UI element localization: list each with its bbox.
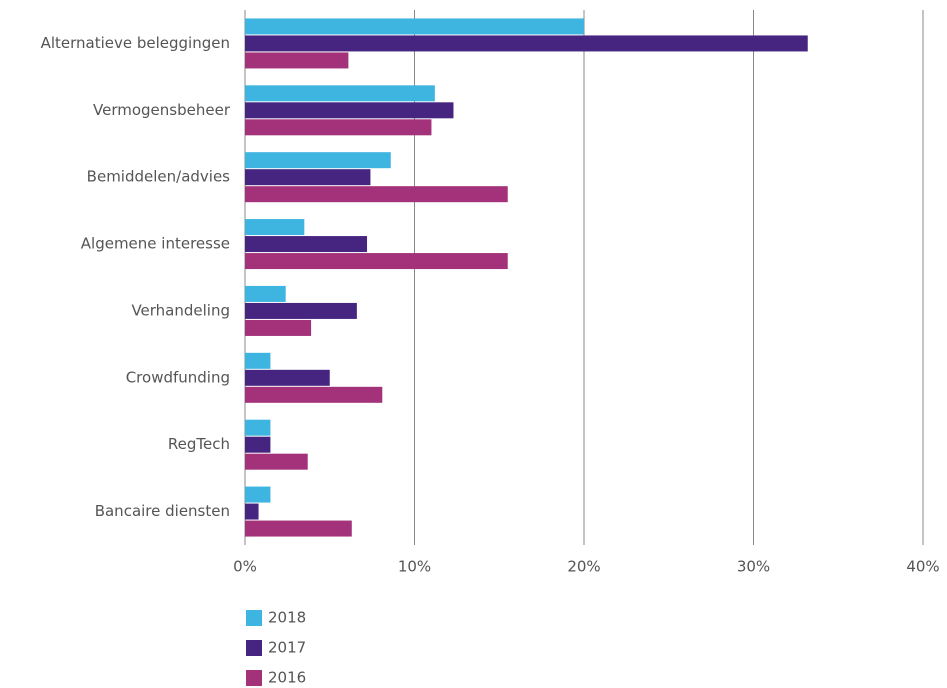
bar (245, 503, 259, 520)
legend-label: 2018 (268, 609, 306, 627)
bar (245, 35, 808, 52)
x-tick-label: 40% (906, 558, 939, 576)
y-tick-label: Alternatieve beleggingen (41, 34, 230, 52)
bar (245, 85, 435, 102)
bar (245, 453, 308, 470)
x-tick-label: 0% (233, 558, 257, 576)
x-tick-label: 20% (567, 558, 600, 576)
bar (245, 436, 271, 453)
x-tick-label: 10% (398, 558, 431, 576)
bar (245, 18, 584, 35)
legend-label: 2016 (268, 669, 306, 687)
bar (245, 52, 349, 69)
bar (245, 102, 454, 119)
bar (245, 520, 352, 537)
bar (245, 302, 357, 319)
bar (245, 236, 368, 253)
legend-swatch (246, 610, 262, 626)
bar (245, 369, 330, 386)
bar (245, 253, 508, 270)
bar (245, 152, 391, 169)
bar (245, 419, 271, 436)
y-tick-label: Bemiddelen/advies (87, 168, 231, 186)
y-tick-label: Algemene interesse (81, 235, 230, 253)
legend-swatch (246, 640, 262, 656)
bar (245, 186, 508, 203)
y-tick-label: Bancaire diensten (95, 502, 230, 520)
y-tick-label: Vermogensbeheer (93, 101, 231, 119)
y-tick-label: RegTech (168, 435, 230, 453)
legend-swatch (246, 670, 262, 686)
bar (245, 486, 271, 503)
bar (245, 386, 383, 403)
bar (245, 319, 312, 336)
legend-label: 2017 (268, 639, 306, 657)
x-tick-label: 30% (737, 558, 770, 576)
bar (245, 352, 271, 369)
bar (245, 219, 305, 236)
bar (245, 285, 286, 302)
bar (245, 169, 371, 186)
bar (245, 119, 432, 136)
y-tick-label: Verhandeling (131, 301, 230, 319)
y-tick-label: Crowdfunding (126, 368, 230, 386)
